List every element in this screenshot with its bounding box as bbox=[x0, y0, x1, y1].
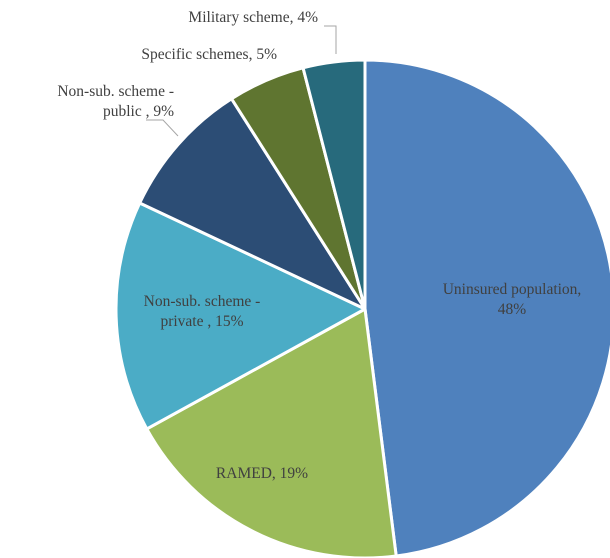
pie-slice-military-scheme bbox=[301, 58, 367, 311]
data-label: Non-sub. scheme - private , 15% bbox=[144, 293, 261, 330]
data-label-line: Military scheme, 4% bbox=[188, 9, 318, 26]
data-label-line: 48% bbox=[498, 301, 527, 318]
pie-slice-non-sub-scheme-public bbox=[138, 97, 367, 311]
data-label-line: RAMED, 19% bbox=[216, 465, 308, 482]
leader-line bbox=[146, 119, 179, 137]
data-label-line: Non-sub. scheme - bbox=[144, 293, 261, 310]
data-label-line: Non-sub. scheme - bbox=[57, 83, 174, 100]
pie-slice-uninsured-population bbox=[363, 58, 610, 558]
data-label-line: private , 15% bbox=[160, 313, 243, 330]
data-label: RAMED, 19% bbox=[216, 465, 308, 482]
leader-line bbox=[324, 25, 337, 54]
data-label-line: public , 9% bbox=[103, 103, 174, 120]
data-label-line: Specific schemes, 5% bbox=[141, 46, 277, 63]
data-label: Military scheme, 4% bbox=[188, 9, 318, 26]
data-label-line: Uninsured population, bbox=[443, 281, 582, 298]
data-label: Specific schemes, 5% bbox=[141, 46, 277, 63]
pie-slice-non-sub-scheme-private bbox=[114, 201, 367, 431]
data-label: Non-sub. scheme - public , 9% bbox=[57, 83, 174, 120]
data-labels: Uninsured population, 48% RAMED, 19% Non-su… bbox=[57, 9, 581, 482]
pie-slices bbox=[114, 58, 610, 558]
leader-lines bbox=[146, 25, 337, 137]
data-label: Uninsured population, 48% bbox=[443, 281, 582, 318]
